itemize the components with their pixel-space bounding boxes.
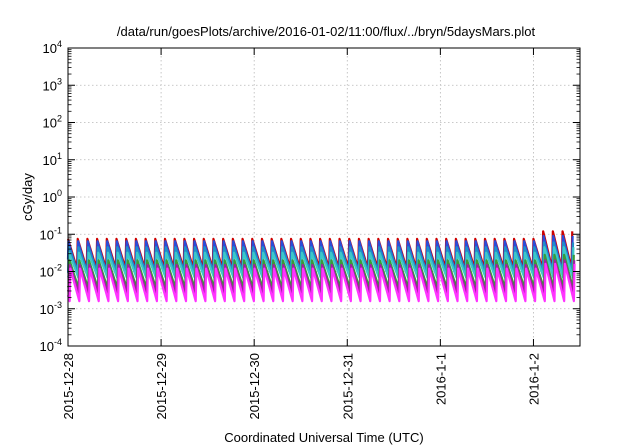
series-group bbox=[66, 230, 576, 303]
y-axis-label: cGy/day bbox=[20, 173, 35, 221]
series-line bbox=[66, 262, 576, 303]
y-axis: 10-4 10-3 10-2 10-1 100 101 102 103 104 bbox=[40, 39, 580, 354]
y-tick-label: 100 bbox=[43, 188, 62, 205]
y-tick-label: 101 bbox=[43, 151, 62, 168]
y-tick-label: 102 bbox=[43, 114, 62, 131]
grid bbox=[68, 48, 580, 346]
chart-title: /data/run/goesPlots/archive/2016-01-02/1… bbox=[117, 24, 536, 39]
x-tick-label: 2016-1-2 bbox=[526, 353, 541, 405]
y-tick-label: 10-4 bbox=[40, 337, 62, 354]
x-axis: 2015-12-28 2015-12-29 2015-12-30 2015-12-31… bbox=[61, 48, 541, 420]
x-tick-label: 2015-12-29 bbox=[154, 353, 169, 420]
x-tick-label: 2015-12-31 bbox=[340, 353, 355, 420]
x-axis-label: Coordinated Universal Time (UTC) bbox=[224, 430, 423, 445]
y-tick-label: 103 bbox=[43, 76, 62, 93]
y-tick-label: 10-2 bbox=[40, 263, 62, 280]
x-tick-label: 2015-12-30 bbox=[247, 353, 262, 420]
y-tick-label: 104 bbox=[43, 39, 62, 56]
x-tick-label: 2016-1-1 bbox=[433, 353, 448, 405]
x-tick-label: 2015-12-28 bbox=[61, 353, 76, 420]
y-tick-label: 10-1 bbox=[40, 225, 62, 242]
y-tick-label: 10-3 bbox=[40, 300, 62, 317]
